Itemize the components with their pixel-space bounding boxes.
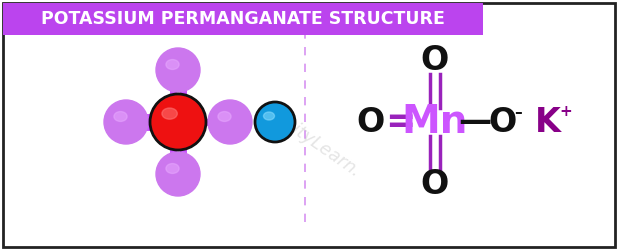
Ellipse shape xyxy=(114,112,127,122)
Text: O: O xyxy=(356,106,384,138)
Text: POTASSIUM PERMANGANATE STRUCTURE: POTASSIUM PERMANGANATE STRUCTURE xyxy=(41,10,445,28)
Ellipse shape xyxy=(150,94,206,150)
Text: O: O xyxy=(489,106,517,138)
Ellipse shape xyxy=(166,164,179,173)
Text: K: K xyxy=(535,106,561,138)
Text: O: O xyxy=(421,44,449,76)
FancyBboxPatch shape xyxy=(3,3,483,35)
Ellipse shape xyxy=(104,100,148,144)
Text: O: O xyxy=(421,168,449,200)
Ellipse shape xyxy=(166,60,179,70)
Text: InfinityLearn.: InfinityLearn. xyxy=(256,98,364,182)
Ellipse shape xyxy=(156,48,200,92)
Text: =: = xyxy=(385,105,415,139)
FancyBboxPatch shape xyxy=(3,3,615,247)
Ellipse shape xyxy=(255,102,295,142)
Text: —: — xyxy=(459,106,492,138)
Ellipse shape xyxy=(218,112,231,122)
Text: +: + xyxy=(560,104,572,120)
Ellipse shape xyxy=(156,152,200,196)
Ellipse shape xyxy=(162,108,177,119)
Text: Mn: Mn xyxy=(402,103,468,141)
Ellipse shape xyxy=(263,112,274,120)
Text: –: – xyxy=(514,104,522,120)
Ellipse shape xyxy=(208,100,252,144)
